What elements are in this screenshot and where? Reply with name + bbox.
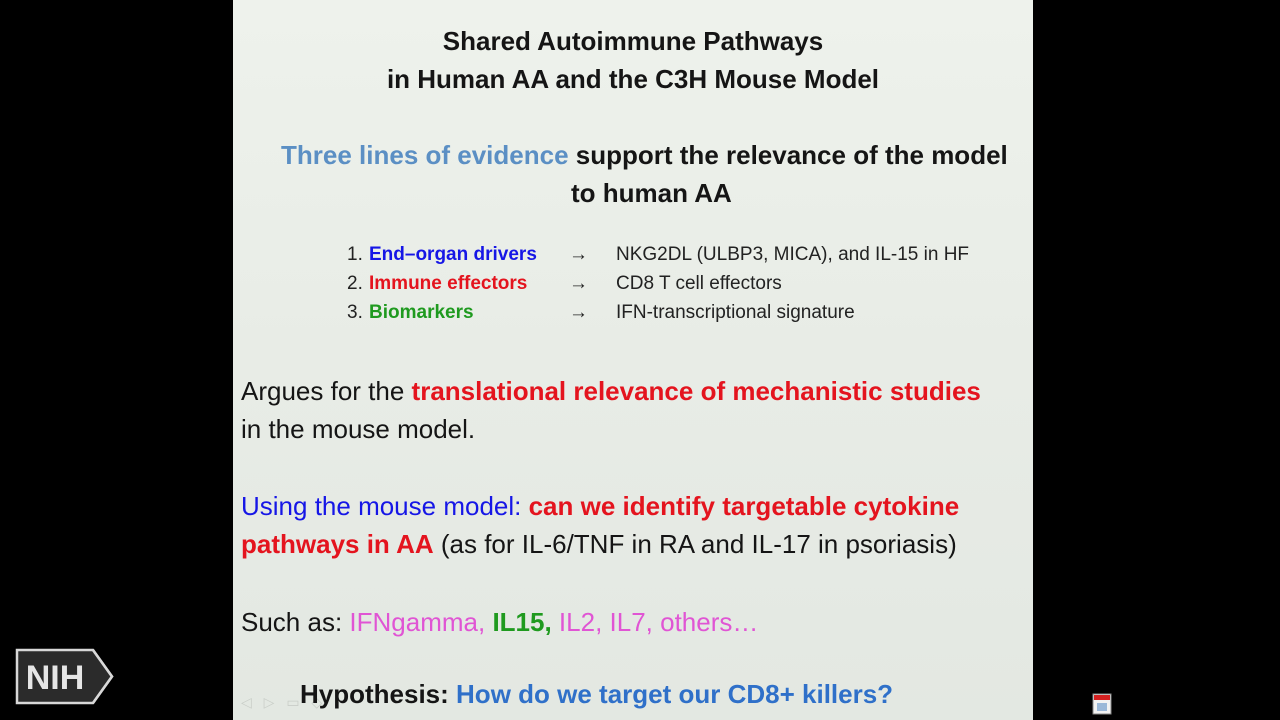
argues-prefix: Argues for the [241,376,412,406]
such-as-label: Such as: [241,607,350,637]
list-item-number: 3. [347,302,363,323]
list-item-number: 1. [347,244,363,265]
slide-title: Shared Autoimmune Pathways in Human AA a… [233,22,1033,98]
nih-logo-text: NIH [26,659,85,697]
presentation-icon[interactable] [1092,693,1112,715]
hypothesis-line: Hypothesis: How do we target our CD8+ ki… [300,679,893,710]
evidence-rest: support the relevance of the model [568,140,1008,170]
using-highlight: can we identify targetable cytokine [528,491,960,521]
list-item-detail: IFN-transcriptional signature [616,302,855,323]
list-item-label: Immune effectors [369,273,528,294]
arrow-right-icon: → [569,302,588,323]
argues-line2: in the mouse model. [241,414,476,444]
list-item-detail: NKG2DL (ULBP3, MICA), and IL-15 in HF [616,244,970,265]
list-item: 3. Biomarkers → IFN-transcriptional sign… [347,298,969,327]
list-item-label: Biomarkers [369,302,474,323]
list-item: 1. End–organ drivers → NKG2DL (ULBP3, MI… [347,240,969,269]
argues-paragraph: Argues for the translational relevance o… [241,372,981,448]
cytokine-ifngamma: IFNgamma, [349,607,493,637]
list-item-detail: CD8 T cell effectors [616,273,782,294]
list-item-label: End–organ drivers [369,244,537,265]
slide-nav-controls-icon[interactable]: ◁ ▷ ▭ ◇ [241,694,327,710]
list-item: 2. Immune effectors → CD8 T cell effecto… [347,269,969,298]
hypothesis-question: How do we target our CD8+ killers? [456,679,894,709]
evidence-list: 1. End–organ drivers → NKG2DL (ULBP3, MI… [347,240,969,327]
presentation-slide: Shared Autoimmune Pathways in Human AA a… [233,0,1033,720]
cytokine-il15: IL15, [492,607,559,637]
cytokine-others: IL2, IL7, others… [558,607,759,637]
evidence-heading-line2: to human AA [571,178,732,208]
argues-highlight: translational relevance of mechanistic s… [411,376,981,406]
arrow-right-icon: → [569,244,588,265]
using-rest: (as for IL-6/TNF in RA and IL-17 in psor… [433,529,957,559]
using-highlight-line2: pathways in AA [241,529,434,559]
list-item-number: 2. [347,273,363,294]
evidence-highlight: Three lines of evidence [281,140,569,170]
such-as-line: Such as: IFNgamma, IL15, IL2, IL7, other… [241,603,758,641]
hypothesis-label: Hypothesis: [300,679,457,709]
evidence-heading: Three lines of evidence support the rele… [281,136,1008,174]
using-prefix: Using the mouse model: [241,491,529,521]
using-paragraph: Using the mouse model: can we identify t… [241,487,959,563]
slide-title-line2: in Human AA and the C3H Mouse Model [386,64,880,94]
slide-title-line1: Shared Autoimmune Pathways [442,26,824,56]
nih-logo-icon: NIH [15,648,115,705]
arrow-right-icon: → [569,273,588,294]
